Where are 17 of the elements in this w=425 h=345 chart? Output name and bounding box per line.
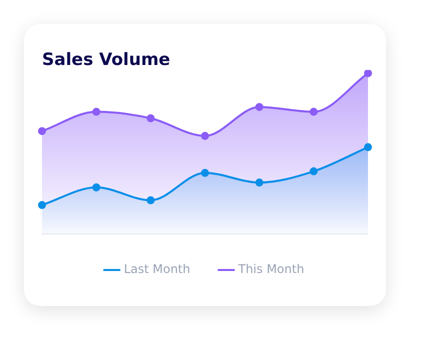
legend-label: This Month [237, 262, 304, 276]
point [201, 132, 209, 140]
point [201, 168, 209, 177]
point [364, 70, 372, 78]
point [310, 108, 318, 116]
point [38, 127, 46, 136]
point [364, 143, 372, 152]
point [38, 201, 46, 210]
point [92, 108, 100, 116]
point [255, 178, 264, 187]
point [146, 114, 155, 122]
point [255, 102, 264, 111]
point [310, 167, 318, 176]
point [92, 183, 100, 192]
point [146, 196, 155, 204]
chart-title: Sales Volume [42, 50, 170, 70]
legend-label: Last Month [124, 262, 190, 276]
